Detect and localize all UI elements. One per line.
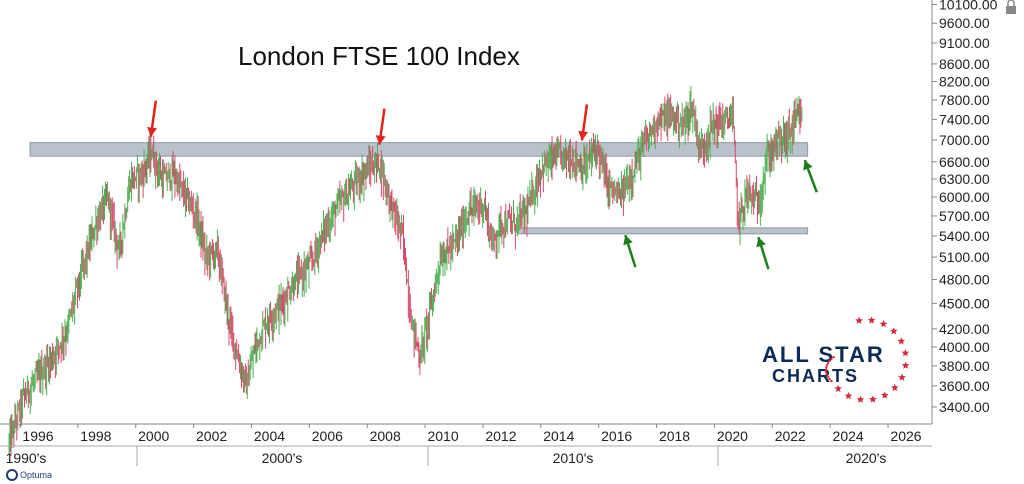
decade-label: 1990's [6, 450, 47, 466]
dot-icon [825, 371, 828, 374]
chart-title: London FTSE 100 Index [238, 41, 520, 71]
x-tick-label: 2020 [717, 428, 748, 444]
dot-icon [830, 357, 833, 361]
dot-icon [832, 355, 835, 359]
x-tick-label: 2024 [833, 428, 864, 444]
bands-layer [29, 142, 809, 235]
x-tick-label: 2012 [485, 428, 516, 444]
arrow-red-down [578, 104, 589, 141]
star-icon [834, 384, 842, 392]
arrow-head [623, 235, 633, 246]
decade-label: 2000's [262, 450, 303, 466]
arrow-head [375, 135, 386, 145]
arrow-red-down [147, 100, 158, 137]
x-tick-label: 2008 [370, 428, 401, 444]
y-tick-label: 5400.00 [939, 228, 990, 244]
x-tick-label: 2000 [138, 428, 169, 444]
arrow-head [578, 130, 589, 141]
optuma-label: Optuma [20, 470, 52, 480]
y-tick-label: 3400.00 [939, 399, 990, 415]
x-tick-label: 2002 [196, 428, 227, 444]
decades-layer: 1990's 2000's 2010's 2020's [6, 446, 887, 466]
x-ticks-layer: 1996 1998 2000 2002 2004 2006 2008 2010 2012 2014… [19, 424, 922, 444]
lock-icon[interactable] [1006, 0, 1016, 14]
y-tick-label: 5700.00 [939, 208, 990, 224]
y-tick-label: 5100.00 [939, 249, 990, 265]
x-tick-label: 1998 [80, 428, 111, 444]
dot-icon [828, 359, 831, 363]
y-tick-label: 6600.00 [939, 154, 990, 170]
y-tick-label: 7000.00 [939, 132, 990, 148]
decade-label: 2010's [553, 450, 594, 466]
star-icon [901, 361, 910, 369]
dot-icon [828, 377, 831, 381]
star-icon [890, 327, 898, 335]
dot-icon [825, 364, 829, 367]
y-tick-label: 8600.00 [939, 56, 990, 72]
x-tick-label: 2006 [312, 428, 343, 444]
star-icon [897, 337, 906, 345]
arrow-head [803, 160, 813, 171]
y-tick-label: 8200.00 [939, 73, 990, 89]
star-icon [869, 395, 877, 403]
y-tick-label: 4200.00 [939, 321, 990, 337]
all-star-charts-logo: ALL STAR CHARTS [762, 316, 910, 403]
x-tick-label: 1996 [22, 428, 53, 444]
x-tick-label: 2014 [543, 428, 574, 444]
y-tick-label: 3800.00 [939, 358, 990, 374]
y-tick-label: 4000.00 [939, 339, 990, 355]
dot-icon [825, 366, 828, 369]
star-icon [901, 349, 910, 357]
x-tick-label: 2004 [254, 428, 285, 444]
star-icon [856, 395, 865, 403]
y-tick-label: 4500.00 [939, 295, 990, 311]
brand-line-2: CHARTS [772, 366, 859, 386]
y-tick-label: 10100.00 [939, 0, 998, 12]
y-tick-label: 6300.00 [939, 171, 990, 187]
arrow-head [756, 237, 766, 248]
star-icon [891, 383, 899, 391]
arrow-green-up [803, 159, 818, 193]
y-tick-label: 7800.00 [939, 92, 990, 108]
star-icon [879, 320, 888, 328]
price-bars-layer [8, 86, 803, 456]
star-ring-icon [824, 316, 910, 403]
arrow-green-up [623, 234, 637, 268]
star-icon [898, 373, 906, 381]
x-tick-label: 2026 [890, 428, 921, 444]
y-tick-label: 4800.00 [939, 271, 990, 287]
x-tick-label: 2010 [427, 428, 458, 444]
arrow-green-up [756, 236, 770, 270]
brand-line-1: ALL STAR [762, 342, 885, 367]
y-tick-label: 3600.00 [939, 378, 990, 394]
dot-icon [826, 362, 830, 365]
optuma-logo: Optuma [6, 469, 52, 481]
dot-icon [824, 368, 828, 372]
optuma-icon [6, 469, 18, 481]
arrow-head [147, 127, 158, 137]
band-resistance [29, 142, 809, 157]
star-icon [867, 316, 876, 324]
y-tick-label: 9100.00 [939, 35, 990, 51]
dot-icon [830, 379, 833, 383]
star-icon [881, 391, 889, 399]
arrow-red-down [375, 108, 386, 145]
star-icon [855, 316, 863, 324]
x-tick-label: 2022 [775, 428, 806, 444]
x-tick-label: 2018 [659, 428, 690, 444]
y-tick-label: 6000.00 [939, 189, 990, 205]
y-tick-label: 9600.00 [939, 15, 990, 31]
dot-icon [826, 375, 830, 378]
y-tick-label: 7400.00 [939, 111, 990, 127]
band-support [517, 227, 809, 235]
star-icon [844, 392, 853, 400]
arrows-layer [147, 100, 818, 270]
y-ticks-layer: 3400.00 3600.00 3800.00 4000.00 4200.00 4500.… [932, 0, 998, 415]
dot-icon [825, 373, 829, 376]
decade-label: 2020's [846, 450, 887, 466]
x-tick-label: 2016 [601, 428, 632, 444]
